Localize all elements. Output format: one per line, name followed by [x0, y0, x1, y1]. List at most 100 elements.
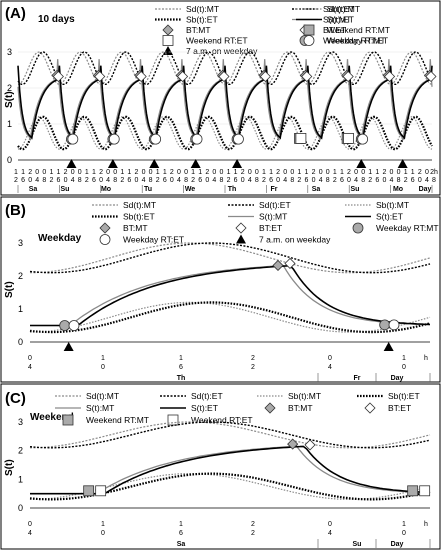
- x-tick-label: 2: [85, 177, 89, 184]
- legend-label: Sd(t):ET: [323, 4, 355, 14]
- x-tick-label: 1: [375, 169, 379, 176]
- panel-b-subtitle: Weekday: [38, 233, 82, 244]
- x-tick-label: h: [424, 355, 428, 362]
- panel-b: (B) Weekday S(t) Sd(t):MT Sd(t):ET Sb(t):M…: [0, 196, 441, 383]
- x-tick-label: 4: [212, 177, 216, 184]
- x-tick-label: 0: [248, 169, 252, 176]
- weekday-7am-marker: [149, 159, 160, 168]
- x-tick-label: 1: [14, 169, 18, 176]
- legend-label: Sd(t):ET: [191, 391, 223, 401]
- legend-label: Sd(t):MT: [123, 200, 156, 210]
- x-tick-label: 0: [28, 521, 32, 528]
- y-tick-label: 1: [7, 119, 12, 129]
- x-tick-label: 8: [149, 177, 153, 184]
- legend-label: S(t):MT: [323, 15, 351, 25]
- panel-c-plot: [29, 421, 431, 509]
- x-tick-label: 0: [170, 177, 174, 184]
- x-tick-label: 0: [149, 169, 153, 176]
- x-tick-label: 8: [220, 177, 224, 184]
- x-tick-label: 8: [42, 177, 46, 184]
- legend-marker: [162, 35, 174, 46]
- legend-label: Sb(t):ET: [123, 212, 155, 222]
- series-line: [29, 421, 431, 449]
- x-tick-label: 2: [251, 530, 255, 537]
- y-tick-label: 0: [18, 337, 23, 347]
- day-label: Tu: [144, 186, 152, 193]
- x-tick-label: 0: [113, 169, 117, 176]
- y-tick-label: 2: [18, 271, 23, 281]
- legend-label: S(t):ET: [191, 403, 218, 413]
- x-tick-label: 1: [404, 169, 408, 176]
- panel-a-frame: [0, 0, 441, 196]
- y-tick-label: 0: [7, 155, 12, 165]
- weekday-rt-et-marker: [388, 319, 400, 331]
- x-tick-label: 4: [425, 177, 429, 184]
- x-tick-label: 0: [418, 177, 422, 184]
- series-line: [29, 242, 431, 274]
- legend-item: Weekend RT:MT: [303, 24, 390, 36]
- x-tick-label: 6: [375, 177, 379, 184]
- x-tick-label: 2: [404, 177, 408, 184]
- x-tick-label: 4: [328, 364, 332, 371]
- legend-item: BT:ET: [235, 222, 282, 234]
- legend-label: Weekend RT:MT: [86, 415, 149, 425]
- legend-label: Weekend RT:ET: [186, 36, 248, 46]
- x-tick-label: 6: [179, 530, 183, 537]
- panel-a-label: (A): [5, 5, 26, 22]
- y-tick-label: 1: [18, 474, 23, 484]
- x-tick-label: 1: [333, 169, 337, 176]
- x-tick-label: 2: [347, 169, 351, 176]
- x-tick-label: 1: [101, 355, 105, 362]
- series-line: [30, 421, 431, 449]
- legend-item: BT:ET: [364, 402, 411, 414]
- x-tick-label: 2: [297, 177, 301, 184]
- weekday-rt-et-marker: [233, 133, 244, 145]
- x-tick-label: 1: [101, 521, 105, 528]
- weekday-7am-marker: [66, 159, 77, 168]
- x-tick-label: 6: [340, 177, 344, 184]
- x-tick-label: 8: [290, 177, 294, 184]
- x-tick-label: 0: [402, 530, 406, 537]
- legend-marker: [162, 24, 174, 36]
- panel-c-subtitle: Weekend: [30, 412, 74, 423]
- series-line: [17, 116, 433, 150]
- panel-b-y-ticks: 0 1 2 3: [18, 238, 23, 347]
- day-label: Day: [391, 375, 404, 382]
- legend-item: Sd(t):MT: [55, 391, 119, 401]
- x-tick-label: 0: [42, 169, 46, 176]
- x-tick-label: 4: [106, 177, 110, 184]
- x-tick-label: 0: [142, 169, 146, 176]
- x-tick-label: 0: [101, 364, 105, 371]
- legend-item: BT:MT: [162, 24, 211, 36]
- bt-et-marker: [342, 70, 354, 83]
- x-tick-label: 8: [78, 177, 82, 184]
- panel-a-day-labels: Sa Su Mo Tu We Th Fr Sa Su Mo Day: [17, 185, 433, 193]
- x-tick-label: 4: [248, 177, 252, 184]
- legend-item: Sd(t):MT: [155, 4, 219, 14]
- panel-b-day-labels: Th Fr Day: [177, 373, 431, 382]
- x-tick-label: 0: [134, 177, 138, 184]
- legend-label: BT:ET: [388, 403, 411, 413]
- x-tick-label: 0: [290, 169, 294, 176]
- day-label: Mo: [101, 186, 111, 193]
- x-tick-label: 6: [57, 177, 61, 184]
- x-tick-label: 0: [78, 169, 82, 176]
- x-tick-label: 1: [57, 169, 61, 176]
- x-tick-label: 1: [227, 169, 231, 176]
- legend-item: S(t):ET: [345, 212, 403, 222]
- legend-label: Sd(t):ET: [259, 200, 291, 210]
- legend-label: 7 a.m. on weekday: [186, 46, 258, 56]
- x-tick-label: h: [424, 521, 428, 528]
- legend-label: Sb(t):MT: [376, 200, 409, 210]
- x-tick-label: 8: [326, 177, 330, 184]
- legend-label: Weekday RT:MT: [376, 223, 439, 233]
- legend-marker: [236, 234, 246, 244]
- legend-item: Sb(t):ET: [92, 212, 155, 222]
- legend-label: Weekday RT:MT: [323, 36, 386, 46]
- x-tick-label: 0: [255, 169, 259, 176]
- legend-marker: [303, 24, 315, 36]
- legend-label: Sd(t):MT: [186, 4, 219, 14]
- weekday-7am-marker: [63, 342, 74, 351]
- panel-c-x-ticks: 0 4 1 0 1 6 2 2 0 4 1 0 h: [28, 521, 428, 537]
- y-tick-label: 3: [18, 417, 23, 427]
